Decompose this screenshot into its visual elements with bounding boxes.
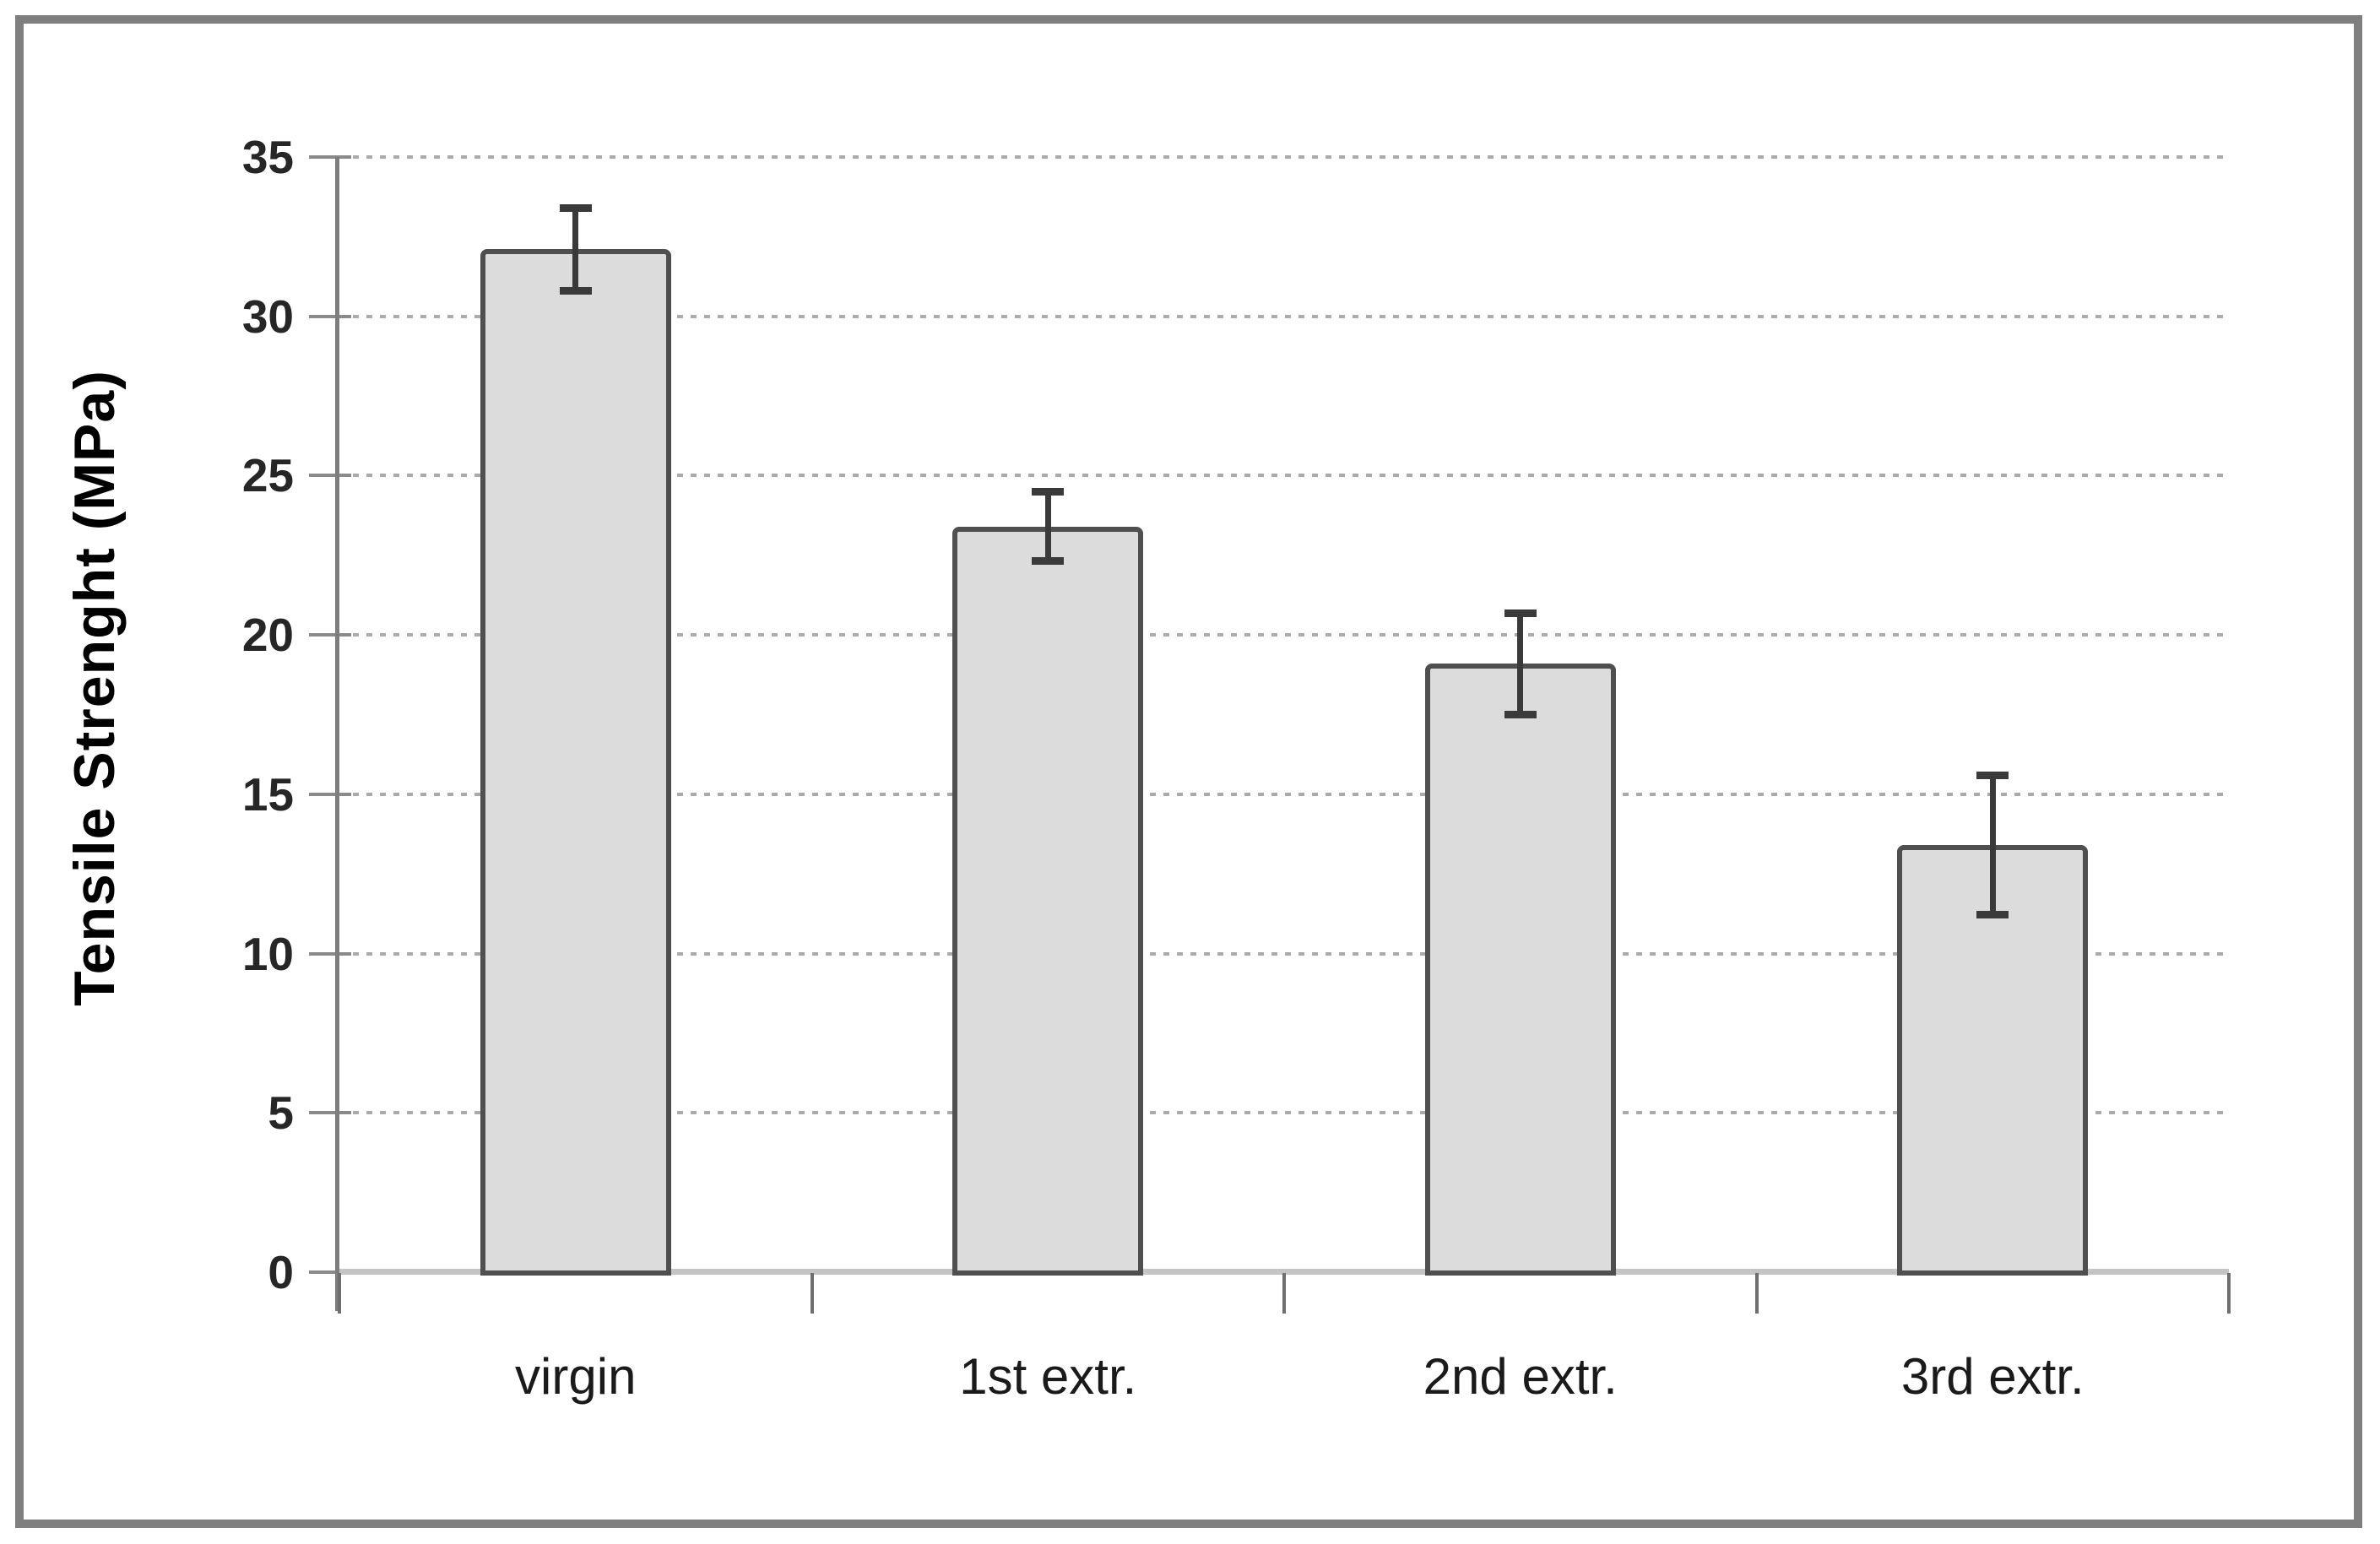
gridline-10	[339, 951, 2229, 956]
y-tick-mark-10	[309, 951, 351, 956]
error-bar-2nd-extr	[1517, 612, 1524, 715]
x-tick-label-3rd-extr: 3rd extr.	[1900, 1348, 2085, 1405]
x-tick-mark-2	[1282, 1273, 1286, 1314]
y-tick-label-25: 25	[241, 449, 294, 502]
gridline-5	[339, 1111, 2229, 1115]
error-cap-bottom-3rd-extr	[1976, 911, 2009, 919]
gridline-20	[339, 633, 2229, 637]
y-tick-label-20: 20	[241, 609, 294, 662]
y-tick-label-35: 35	[241, 131, 294, 183]
gridline-35	[339, 155, 2229, 159]
y-tick-mark-25	[309, 474, 351, 478]
x-tick-mark-4	[2227, 1273, 2231, 1314]
figure-frame	[15, 15, 2362, 1528]
bar-2nd-extr	[1424, 664, 1616, 1276]
y-tick-mark-0	[309, 1270, 351, 1274]
error-bar-virgin	[572, 208, 579, 291]
y-axis-line	[335, 157, 339, 1311]
y-tick-mark-20	[309, 633, 351, 637]
y-tick-label-0: 0	[268, 1246, 294, 1298]
y-tick-label-30: 30	[241, 290, 294, 343]
error-cap-top-2nd-extr	[1504, 609, 1537, 617]
error-cap-bottom-virgin	[559, 286, 592, 295]
y-tick-label-15: 15	[241, 767, 294, 821]
x-tick-mark-0	[338, 1273, 341, 1314]
error-cap-top-3rd-extr	[1976, 772, 2009, 780]
y-axis-title: Tensile Strenght (MPa)	[62, 370, 127, 1006]
x-tick-label-virgin: virgin	[515, 1348, 637, 1405]
y-tick-mark-5	[309, 1111, 351, 1115]
x-tick-mark-3	[1754, 1273, 1759, 1314]
y-tick-mark-15	[309, 792, 351, 796]
x-tick-mark-1	[810, 1273, 814, 1314]
bar-1st-extr	[952, 526, 1144, 1276]
y-tick-mark-30	[309, 314, 351, 318]
x-tick-label-1st-extr: 1st extr.	[959, 1348, 1137, 1405]
gridline-25	[339, 474, 2229, 478]
bar-virgin	[480, 249, 671, 1276]
error-bar-1st-extr	[1044, 491, 1051, 562]
error-bar-3rd-extr	[1989, 775, 1996, 916]
error-cap-bottom-1st-extr	[1032, 557, 1065, 566]
error-cap-bottom-2nd-extr	[1504, 710, 1537, 718]
y-tick-label-10: 10	[241, 927, 294, 980]
error-cap-top-virgin	[559, 204, 592, 213]
x-axis-line	[339, 1269, 2229, 1275]
x-tick-label-2nd-extr: 2nd extr.	[1423, 1348, 1618, 1405]
gridline-30	[339, 314, 2229, 318]
error-cap-top-1st-extr	[1032, 488, 1065, 496]
gridline-15	[339, 792, 2229, 796]
y-tick-label-5: 5	[268, 1086, 294, 1140]
y-tick-mark-35	[309, 155, 351, 159]
